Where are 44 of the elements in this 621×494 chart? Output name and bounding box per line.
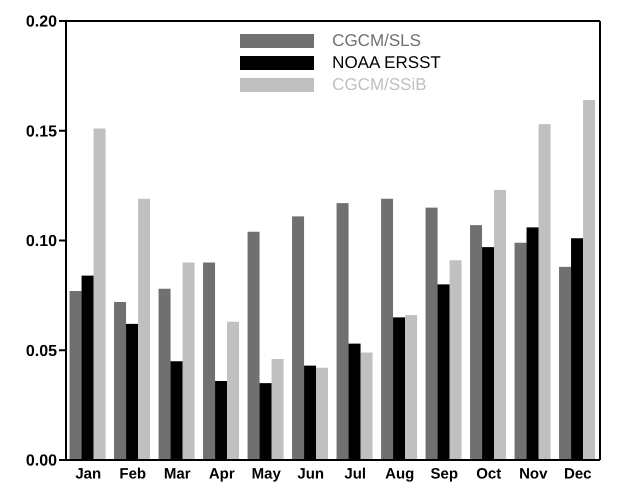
bar	[494, 190, 506, 460]
bar	[292, 216, 304, 460]
bar	[70, 290, 82, 460]
bar	[336, 203, 349, 460]
bar	[360, 352, 373, 460]
x-tick-label: Dec	[564, 466, 592, 483]
bar	[426, 208, 438, 460]
y-tick-label: 0.05	[26, 342, 58, 360]
x-tick-label: Jan	[75, 466, 102, 483]
bar	[470, 225, 482, 460]
x-tick-label: Nov	[519, 466, 548, 483]
legend-label: NOAA ERSST	[332, 53, 441, 73]
bar	[405, 315, 418, 460]
x-tick-label: Mar	[164, 466, 191, 483]
bar	[138, 198, 150, 460]
x-tick-label: Feb	[119, 466, 146, 483]
x-tick-label: May	[252, 466, 282, 483]
bar	[450, 260, 462, 460]
bar	[583, 100, 596, 460]
x-tick-label: Jul	[344, 466, 366, 483]
y-tick-label: 0.10	[26, 233, 58, 250]
x-tick-label: Apr	[208, 466, 235, 483]
bar	[272, 359, 284, 460]
x-tick-label: Aug	[385, 466, 414, 483]
x-tick-label: Oct	[476, 466, 502, 483]
bar	[158, 288, 171, 460]
y-tick-label: 0.20	[26, 14, 58, 31]
legend-label: CGCM/SLS	[332, 31, 421, 51]
y-tick-label: 0.15	[26, 123, 58, 140]
bar	[559, 266, 572, 460]
bar	[248, 232, 260, 460]
bar	[316, 368, 328, 460]
bar	[114, 302, 126, 460]
bar	[94, 128, 106, 460]
bar	[514, 242, 527, 460]
x-tick-label: Jun	[297, 466, 324, 483]
y-tick-label: 0.00	[26, 452, 58, 470]
bar	[381, 198, 394, 460]
bar	[227, 322, 240, 460]
bar	[182, 262, 195, 460]
bar	[203, 262, 216, 460]
bar	[538, 124, 551, 460]
legend-label: CGCM/SSiB	[332, 75, 427, 95]
x-tick-label: Sep	[430, 466, 458, 483]
